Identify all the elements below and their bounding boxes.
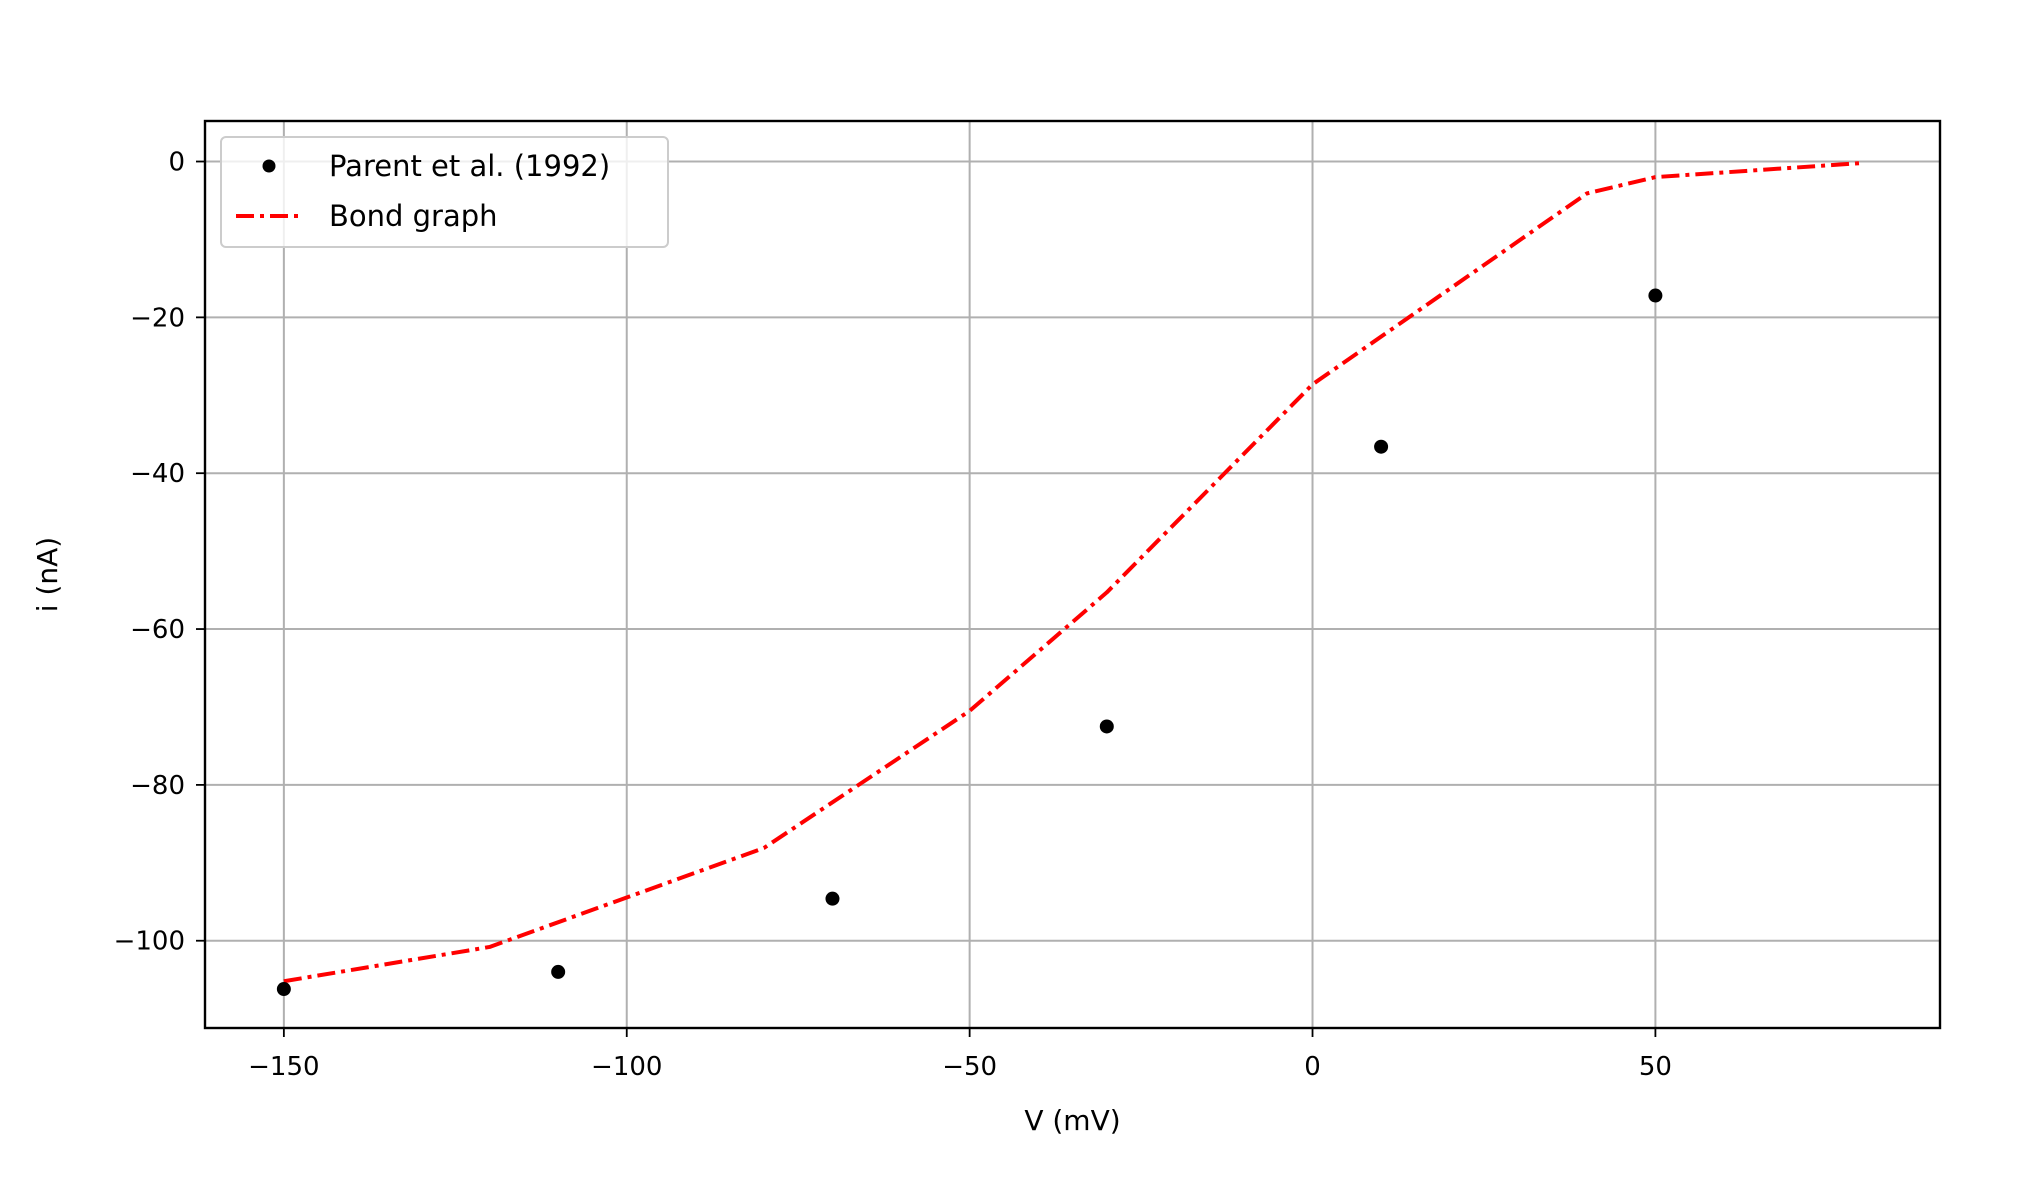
legend: Parent et al. (1992) Bond graph xyxy=(220,136,669,248)
y-tick-label: −40 xyxy=(130,459,185,489)
x-tick-label: 0 xyxy=(1304,1052,1321,1082)
bond-graph-line xyxy=(283,161,1862,984)
grid xyxy=(205,121,1940,1028)
y-tick-label: −100 xyxy=(114,927,185,957)
axis-ticks: −150 −100 −50 0 50 0 −20 −40 −60 −80 −100 xyxy=(114,148,1672,1082)
legend-box xyxy=(220,136,669,248)
y-tick-label: −80 xyxy=(130,771,185,801)
parent-et-al-series xyxy=(276,288,1663,997)
y-axis-label: i (nA) xyxy=(31,537,64,612)
data-point xyxy=(825,891,840,906)
y-tick-label: −60 xyxy=(130,615,185,645)
x-tick-label: −150 xyxy=(248,1052,319,1082)
data-point xyxy=(551,964,566,979)
x-tick-label: −50 xyxy=(942,1052,997,1082)
x-tick-label: 50 xyxy=(1639,1052,1672,1082)
data-point xyxy=(276,982,291,997)
y-tick-label: −20 xyxy=(130,303,185,333)
bond-graph-series xyxy=(283,161,1862,984)
x-axis-label: V (mV) xyxy=(1024,1104,1120,1137)
y-tick-label: 0 xyxy=(168,148,185,178)
data-point xyxy=(1374,439,1389,454)
legend-label-bond-graph: Bond graph xyxy=(329,199,498,233)
legend-label-parent: Parent et al. (1992) xyxy=(329,149,610,183)
data-point xyxy=(1099,719,1114,734)
x-tick-label: −100 xyxy=(591,1052,662,1082)
legend-marker-parent xyxy=(262,159,276,173)
data-point xyxy=(1648,288,1663,303)
plot-frame xyxy=(203,119,1942,1030)
